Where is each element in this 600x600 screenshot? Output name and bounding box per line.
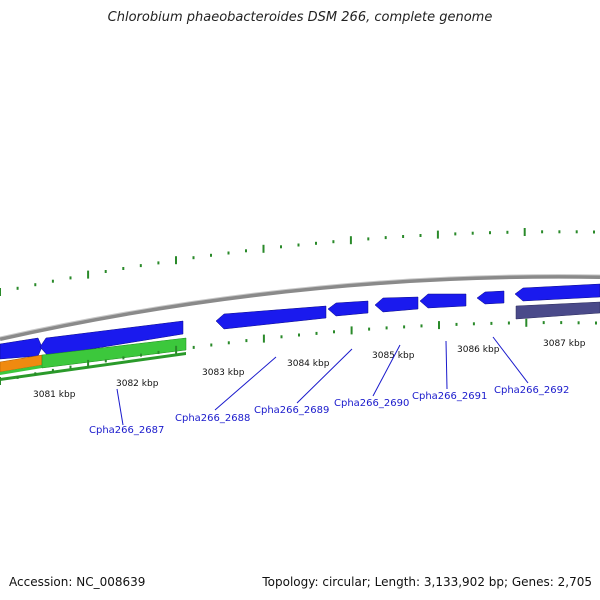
scale-labels: 3081 kbp 3082 kbp 3083 kbp 3084 kbp 3085… bbox=[33, 339, 586, 400]
scale-label: 3081 kbp bbox=[33, 390, 76, 400]
inner-tick-ring bbox=[0, 318, 597, 385]
scale-label: 3083 kbp bbox=[202, 368, 245, 378]
gene-feature[interactable] bbox=[327, 300, 369, 317]
page-title: Chlorobium phaeobacteroides DSM 266, com… bbox=[107, 10, 493, 25]
gene-feature[interactable] bbox=[215, 305, 327, 330]
scale-label: 3086 kbp bbox=[457, 345, 500, 355]
gene-feature[interactable] bbox=[476, 290, 505, 305]
green-feature[interactable] bbox=[41, 337, 187, 369]
outer-tick-ring bbox=[0, 228, 595, 296]
gene-labels: Cpha266_2687 Cpha266_2688 Cpha266_2689 C… bbox=[89, 385, 569, 436]
gene-label-cpha266-2687[interactable]: Cpha266_2687 bbox=[89, 425, 164, 436]
gene-feature[interactable] bbox=[0, 337, 43, 360]
scale-label: 3082 kbp bbox=[116, 379, 159, 389]
gene-feature[interactable] bbox=[39, 320, 184, 357]
scale-label: 3084 kbp bbox=[287, 359, 330, 369]
scale-label: 3087 kbp bbox=[543, 339, 586, 349]
gene-feature[interactable] bbox=[514, 283, 600, 302]
genome-backbone bbox=[0, 274, 600, 341]
green-feature[interactable] bbox=[0, 352, 186, 381]
gene-label-connectors bbox=[116, 336, 529, 426]
green-feature[interactable] bbox=[0, 365, 42, 375]
gene-feature[interactable] bbox=[515, 301, 600, 320]
forward-genes bbox=[0, 283, 600, 360]
gene-label-cpha266-2691[interactable]: Cpha266_2691 bbox=[412, 391, 487, 402]
gene-label-cpha266-2690[interactable]: Cpha266_2690 bbox=[334, 398, 409, 409]
accession-text: Accession: NC_008639 bbox=[9, 575, 146, 589]
genome-summary-text: Topology: circular; Length: 3,133,902 bp… bbox=[262, 575, 592, 589]
scale-label: 3085 kbp bbox=[372, 351, 415, 361]
gene-label-cpha266-2689[interactable]: Cpha266_2689 bbox=[254, 405, 329, 416]
gene-label-cpha266-2688[interactable]: Cpha266_2688 bbox=[175, 413, 250, 424]
gene-feature[interactable] bbox=[419, 293, 467, 309]
gene-label-cpha266-2692[interactable]: Cpha266_2692 bbox=[494, 385, 569, 396]
rna-features bbox=[0, 337, 187, 381]
gene-feature[interactable] bbox=[374, 296, 419, 313]
